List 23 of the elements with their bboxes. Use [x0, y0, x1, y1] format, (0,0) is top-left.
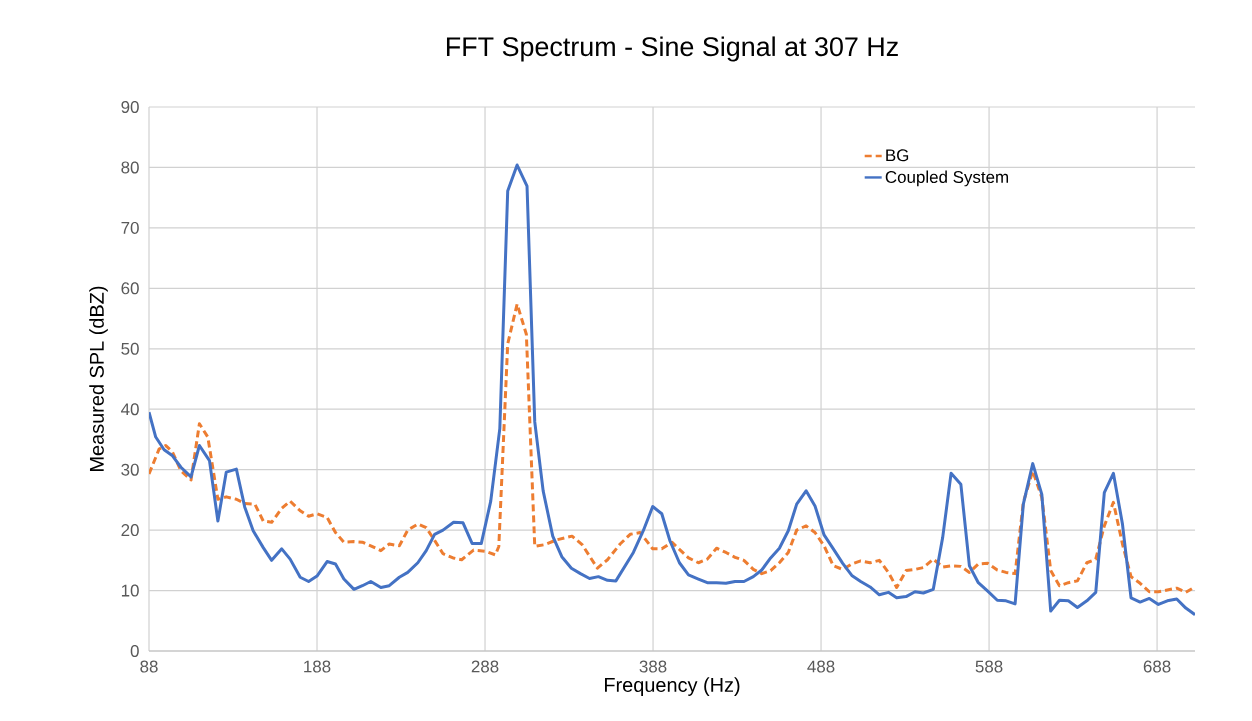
x-tick-label: 188 [304, 660, 331, 673]
y-tick-label: 0 [130, 645, 139, 657]
legend-label: BG [886, 149, 909, 162]
y-tick-label: 90 [121, 101, 139, 113]
x-tick-label: 588 [975, 660, 1003, 673]
line-series [149, 163, 1196, 617]
x-tick-label: 288 [471, 660, 499, 673]
x-tick-label: 488 [807, 660, 835, 673]
y-tick-label: 70 [121, 221, 139, 234]
x-tick-label: 388 [639, 660, 667, 673]
x-axis-title: Frequency (Hz) [605, 677, 740, 696]
y-tick-label: 60 [121, 282, 139, 295]
x-tick-label: 688 [1143, 660, 1171, 673]
y-tick-label: 80 [121, 161, 139, 174]
y-tick-label: 10 [121, 584, 139, 597]
y-tick-label: 50 [121, 342, 139, 355]
chart-title: FFT Spectrum - Sine Signal at 307 Hz [446, 36, 898, 62]
x-tick-label: 88 [140, 660, 158, 673]
y-tick-label: 20 [121, 524, 139, 537]
y-axis-title: Measured SPL (dBZ) [89, 286, 108, 471]
y-tick-label: 30 [121, 463, 139, 476]
y-tick-label: 40 [121, 403, 139, 416]
legend-label: Coupled System [885, 170, 1009, 187]
